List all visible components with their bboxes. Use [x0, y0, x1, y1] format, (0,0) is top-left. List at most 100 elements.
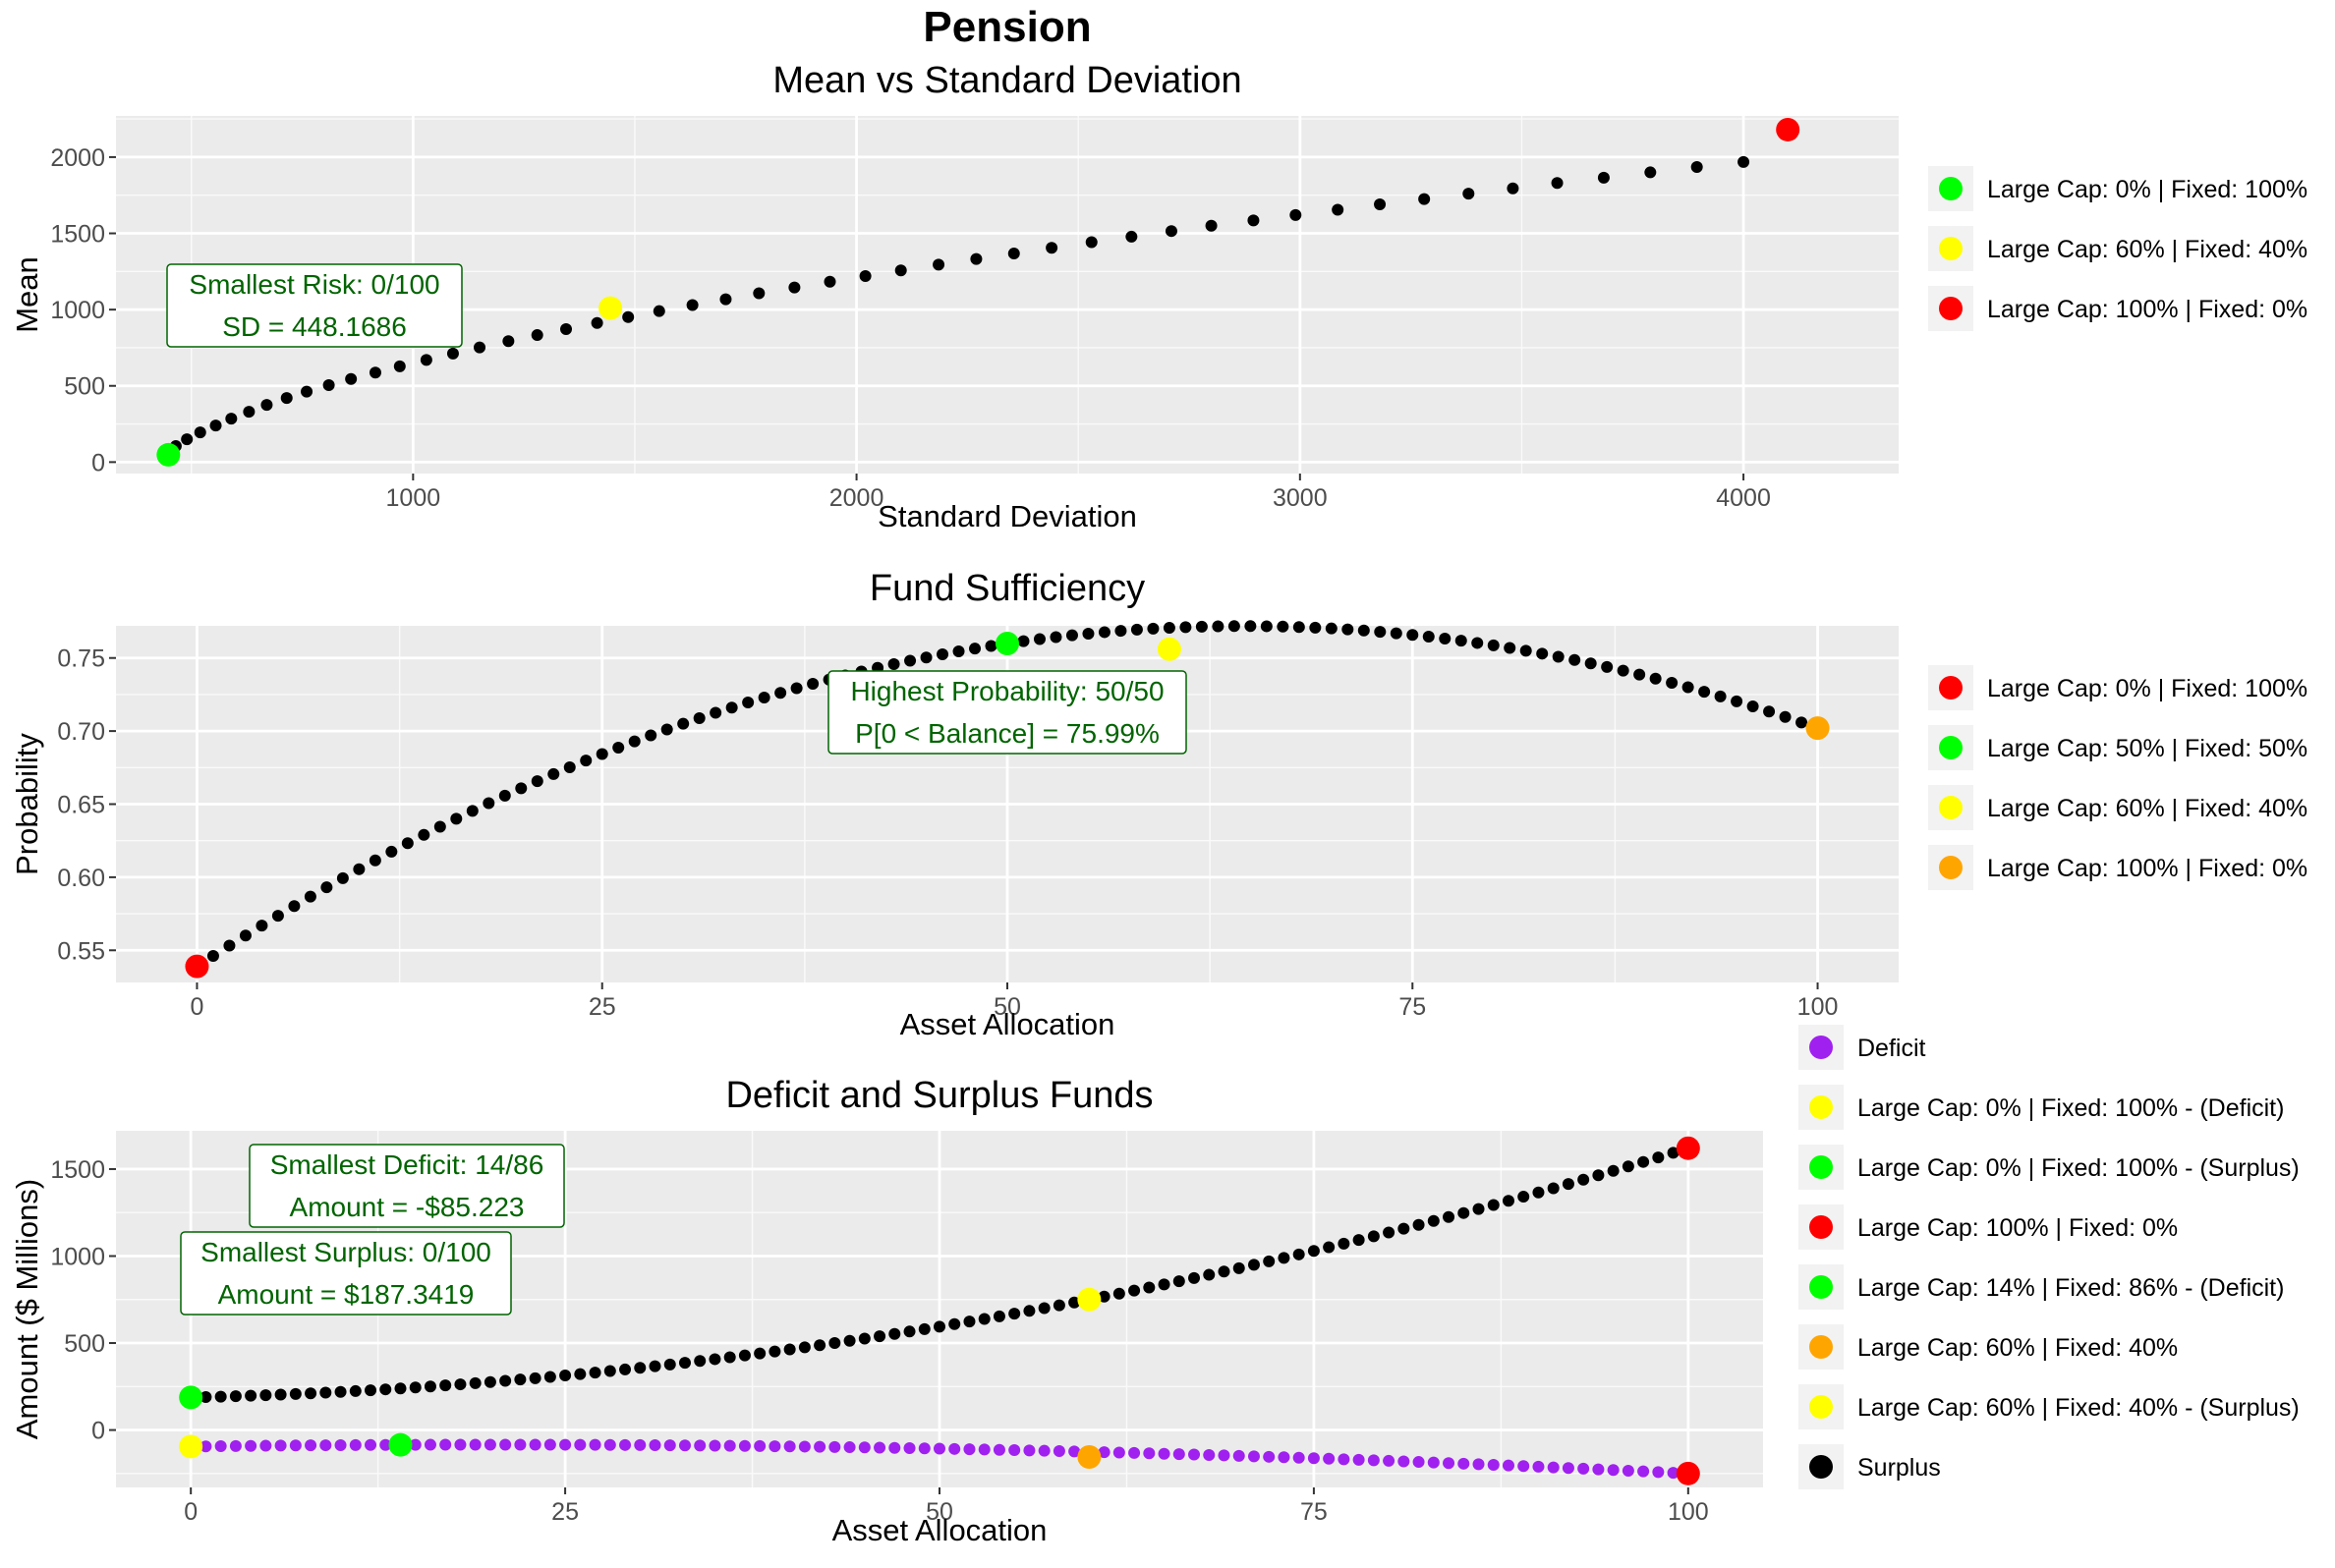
y-axis-label: Probability — [10, 733, 44, 875]
data-point — [1577, 1173, 1590, 1186]
legend-label: Deficit — [1857, 1035, 1926, 1062]
data-point — [543, 1371, 556, 1383]
data-point — [514, 1438, 527, 1451]
data-point — [589, 1367, 601, 1379]
data-point — [446, 347, 459, 360]
x-tick-label: 75 — [1398, 993, 1426, 1021]
data-point — [1457, 1206, 1470, 1219]
data-point — [790, 682, 803, 695]
legend-swatch — [1809, 1395, 1833, 1419]
x-axis-label: Asset Allocation — [900, 1007, 1115, 1041]
highlight-point — [598, 296, 623, 320]
data-point — [709, 1353, 721, 1366]
data-point — [365, 1384, 377, 1397]
y-tick-label: 1000 — [50, 297, 105, 324]
data-point — [385, 845, 398, 858]
data-point — [754, 1347, 767, 1360]
data-point — [1338, 1453, 1350, 1466]
data-point — [1547, 1182, 1560, 1195]
y-axis-label: Amount ($ Millions) — [10, 1179, 44, 1439]
annotation-box — [180, 1231, 512, 1316]
data-point — [678, 1357, 691, 1370]
data-point — [645, 729, 657, 742]
data-point — [289, 1387, 302, 1400]
data-point — [1114, 625, 1127, 638]
data-point — [1017, 635, 1030, 647]
data-point — [1517, 1191, 1530, 1204]
data-point — [1292, 621, 1305, 634]
x-tick-label: 0 — [184, 1498, 198, 1526]
legend-label: Large Cap: 60% | Fixed: 40% — [1857, 1334, 2178, 1362]
x-tick-label: 1000 — [386, 484, 441, 512]
data-point — [529, 1438, 541, 1451]
data-point — [1374, 626, 1387, 639]
data-point — [1307, 1245, 1320, 1258]
data-point — [560, 323, 573, 336]
data-point — [918, 1442, 931, 1455]
legend-swatch — [1939, 297, 1963, 320]
data-point — [1487, 639, 1500, 651]
data-point — [531, 329, 543, 342]
data-point — [498, 789, 511, 802]
legend-label: Large Cap: 0% | Fixed: 100% — [1987, 675, 2307, 702]
data-point — [369, 366, 381, 379]
data-point — [280, 392, 293, 405]
data-point — [515, 782, 528, 795]
data-point — [336, 871, 349, 884]
data-point — [758, 692, 770, 704]
data-point — [319, 1439, 332, 1452]
data-point — [970, 252, 983, 265]
data-point — [1763, 705, 1776, 718]
x-tick-label: 50 — [926, 1498, 953, 1526]
data-point — [1128, 1284, 1141, 1297]
data-point — [1203, 1448, 1216, 1461]
highlight-point — [179, 1434, 203, 1459]
data-point — [424, 1380, 436, 1393]
data-point — [1698, 686, 1711, 699]
data-point — [223, 939, 236, 952]
data-point — [409, 1438, 422, 1451]
data-point — [1472, 1203, 1485, 1215]
x-tick-label: 0 — [191, 993, 204, 1021]
y-tick-label: 0.60 — [57, 865, 105, 892]
data-point — [1203, 1268, 1216, 1281]
highlight-point — [1077, 1287, 1102, 1312]
legend-swatch — [1809, 1335, 1833, 1359]
data-point — [725, 701, 738, 714]
highlight-point — [388, 1432, 413, 1457]
data-point — [903, 1442, 916, 1455]
data-point — [334, 1438, 347, 1451]
data-point — [1289, 208, 1302, 221]
data-point — [439, 1438, 452, 1451]
data-point — [1412, 1456, 1425, 1469]
data-point — [694, 1439, 707, 1452]
data-point — [288, 900, 301, 913]
data-point — [1085, 236, 1098, 249]
data-point — [1457, 1457, 1470, 1470]
data-point — [320, 881, 333, 894]
annotation-text: P[0 < Balance] = 75.99% — [855, 718, 1160, 749]
legend-label: Large Cap: 14% | Fixed: 86% - (Deficit) — [1857, 1274, 2284, 1302]
data-point — [1690, 161, 1703, 173]
data-point — [596, 748, 608, 760]
data-point — [1652, 1151, 1665, 1164]
data-point — [1053, 1299, 1065, 1312]
data-point — [1439, 633, 1452, 645]
data-point — [663, 1439, 676, 1452]
data-point — [401, 837, 414, 850]
data-point — [1562, 1462, 1574, 1475]
data-point — [1737, 155, 1750, 168]
y-tick-label: 0 — [91, 1418, 105, 1445]
data-point — [1412, 1218, 1425, 1231]
data-point — [1278, 1252, 1290, 1264]
data-point — [245, 1389, 257, 1402]
annotation-text: Highest Probability: 50/50 — [850, 676, 1164, 706]
data-point — [723, 1439, 736, 1452]
data-point — [1098, 1446, 1111, 1459]
data-point — [858, 1441, 871, 1454]
data-point — [365, 1438, 377, 1451]
panel-title: Mean vs Standard Deviation — [772, 60, 1241, 101]
data-point — [454, 1438, 467, 1451]
legend-swatch — [1809, 1215, 1833, 1239]
data-point — [1357, 624, 1370, 637]
